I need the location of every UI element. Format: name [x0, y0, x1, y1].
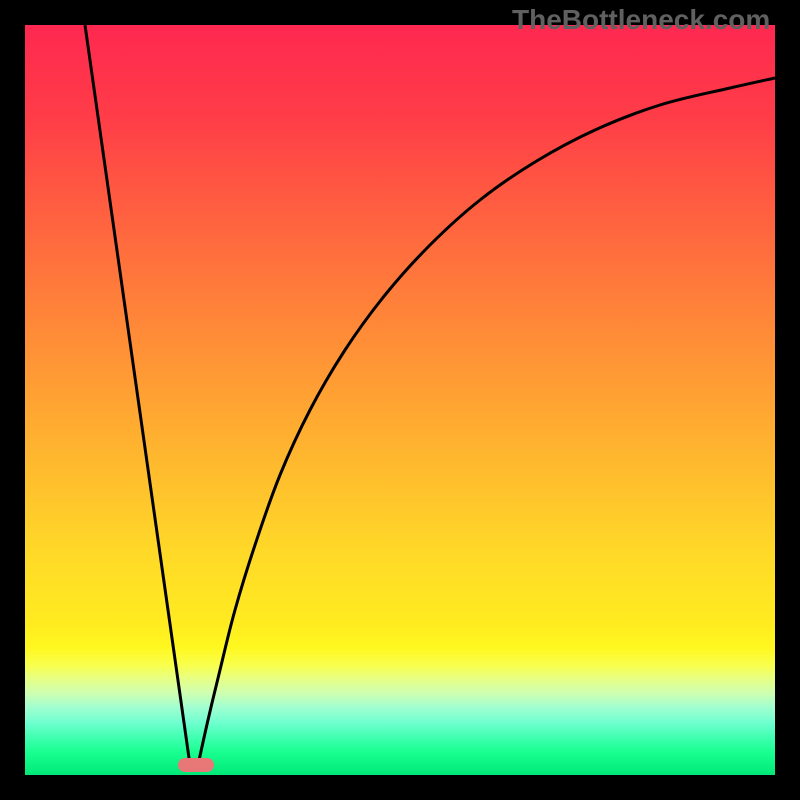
chart-container: TheBottleneck.com: [0, 0, 800, 800]
chart-svg: [0, 0, 800, 800]
bottleneck-marker: [178, 758, 214, 772]
watermark-text: TheBottleneck.com: [512, 4, 770, 36]
